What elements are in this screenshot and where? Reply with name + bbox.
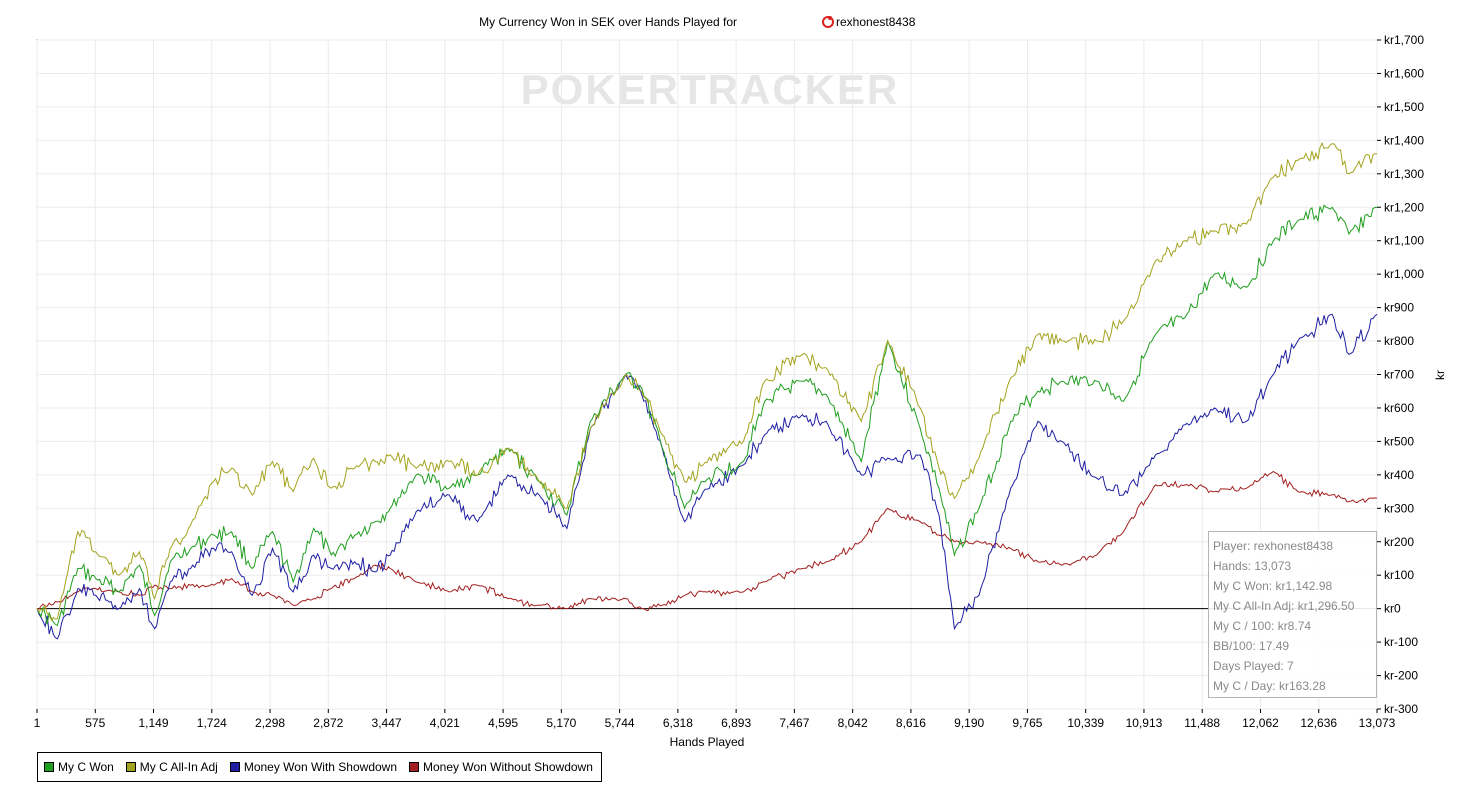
y-tick-label: kr1,000 <box>1384 267 1424 281</box>
stat-days-played: Days Played: 7 <box>1213 659 1294 673</box>
y-tick-label: kr1,300 <box>1384 167 1424 181</box>
stat-c-allin: My C All-In Adj: kr1,296.50 <box>1213 599 1355 613</box>
x-tick-label: 8,042 <box>838 716 868 730</box>
legend-label: Money Won With Showdown <box>243 760 398 774</box>
legend-item-with-showdown[interactable]: Money Won With Showdown <box>229 760 398 774</box>
y-tick-label: kr-200 <box>1384 669 1418 683</box>
legend-item-c-allin-adj[interactable]: My C All-In Adj <box>125 760 218 774</box>
chart-title: My Currency Won in SEK over Hands Played… <box>479 15 737 29</box>
x-tick-label: 575 <box>85 716 105 730</box>
x-tick-label: 3,447 <box>372 716 402 730</box>
series-line <box>36 313 1378 640</box>
x-tick-label: 4,021 <box>430 716 460 730</box>
x-tick-label: 10,913 <box>1126 716 1163 730</box>
x-tick-label: 13,073 <box>1359 716 1396 730</box>
x-tick-label: 4,595 <box>488 716 518 730</box>
x-tick-label: 5,744 <box>605 716 635 730</box>
legend-label: My C All-In Adj <box>139 760 218 774</box>
y-tick-label: kr-300 <box>1384 702 1418 716</box>
y-tick-label: kr0 <box>1384 602 1401 616</box>
x-tick-label: 1,149 <box>139 716 169 730</box>
watermark: POKERTRACKER <box>521 66 900 113</box>
legend-swatch <box>409 762 420 772</box>
x-tick-label: 8,616 <box>896 716 926 730</box>
y-tick-label: kr700 <box>1384 368 1414 382</box>
series-group <box>36 141 1378 640</box>
y-tick-label: kr-100 <box>1384 635 1418 649</box>
y-tick-label: kr500 <box>1384 434 1414 448</box>
x-tick-label: 2,872 <box>313 716 343 730</box>
legend-label: My C Won <box>58 760 114 774</box>
legend-swatch <box>125 762 136 772</box>
y-tick-label: kr1,500 <box>1384 100 1424 114</box>
x-axis-label: Hands Played <box>670 735 745 749</box>
y-tick-label: kr1,100 <box>1384 234 1424 248</box>
x-tick-label: 2,298 <box>255 716 285 730</box>
y-tick-label: kr600 <box>1384 401 1414 415</box>
legend-swatch <box>44 762 54 772</box>
y-tick-label: kr900 <box>1384 301 1414 315</box>
y-tick-label: kr300 <box>1384 501 1414 515</box>
stat-hands: Hands: 13,073 <box>1213 559 1292 573</box>
player-icon <box>822 16 834 28</box>
x-tick-label: 9,765 <box>1012 716 1042 730</box>
chart-player-name: rexhonest8438 <box>836 15 916 29</box>
grid <box>36 39 1378 710</box>
stat-bb-100: BB/100: 17.49 <box>1213 639 1290 653</box>
y-tick-label: kr400 <box>1384 468 1414 482</box>
y-tick-label: kr1,600 <box>1384 66 1424 80</box>
legend: My C Won My C All-In Adj Money Won With … <box>37 752 602 782</box>
legend-item-without-showdown[interactable]: Money Won Without Showdown <box>409 760 593 774</box>
y-tick-label: kr1,700 <box>1384 33 1424 47</box>
y-tick-label: kr1,400 <box>1384 133 1424 147</box>
series-line <box>36 141 1377 622</box>
legend-swatch <box>229 762 240 772</box>
stat-player: Player: rexhonest8438 <box>1213 539 1334 553</box>
legend-label: Money Won Without Showdown <box>423 760 593 774</box>
x-axis: 1 575 1,149 1,724 2,298 2,872 3,447 4,021 4,595 5… <box>34 709 1396 730</box>
x-tick-label: 12,062 <box>1242 716 1279 730</box>
stat-c-per-100: My C / 100: kr8.74 <box>1213 619 1312 633</box>
x-tick-label: 1,724 <box>197 716 227 730</box>
x-tick-label: 9,190 <box>954 716 984 730</box>
x-tick-label: 12,636 <box>1300 716 1337 730</box>
x-tick-label: 1 <box>34 716 41 730</box>
y-tick-label: kr100 <box>1384 568 1414 582</box>
stat-c-per-day: My C / Day: kr163.28 <box>1213 679 1326 693</box>
y-tick-label: kr200 <box>1384 535 1414 549</box>
stat-c-won: My C Won: kr1,142.98 <box>1213 579 1333 593</box>
y-tick-label: kr1,200 <box>1384 200 1424 214</box>
y-tick-label: kr800 <box>1384 334 1414 348</box>
x-tick-label: 5,170 <box>546 716 576 730</box>
legend-item-c-won[interactable]: My C Won <box>44 760 114 774</box>
x-tick-label: 11,488 <box>1184 716 1220 730</box>
series-line <box>36 204 1378 627</box>
x-tick-label: 6,318 <box>663 716 693 730</box>
stats-box: Player: rexhonest8438 Hands: 13,073 My C… <box>1208 531 1377 698</box>
y-axis-label: kr <box>1433 370 1447 380</box>
y-axis: kr1,700 kr1,600 kr1,500 kr1,400 kr1,300 kr1,2… <box>1377 33 1424 716</box>
x-tick-label: 7,467 <box>779 716 809 730</box>
series-line <box>36 470 1378 612</box>
x-tick-label: 10,339 <box>1067 716 1104 730</box>
x-tick-label: 6,893 <box>721 716 751 730</box>
